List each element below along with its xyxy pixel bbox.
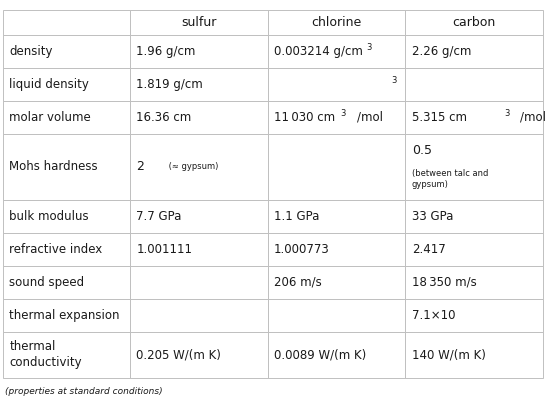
- Bar: [268, 134, 406, 200]
- Bar: [130, 233, 268, 266]
- Bar: [268, 266, 406, 299]
- Text: 5.315 cm: 5.315 cm: [412, 111, 467, 124]
- Text: 2: 2: [136, 160, 144, 173]
- Bar: [130, 200, 268, 233]
- Bar: [268, 299, 406, 332]
- Bar: [406, 101, 543, 134]
- Bar: [406, 332, 543, 378]
- Text: liquid density: liquid density: [9, 78, 89, 91]
- Bar: [406, 299, 543, 332]
- Text: 11 030 cm: 11 030 cm: [274, 111, 335, 124]
- Text: (between talc and
gypsum): (between talc and gypsum): [412, 169, 488, 189]
- Bar: [406, 35, 543, 68]
- Text: 18 350 m/s: 18 350 m/s: [412, 276, 477, 288]
- Text: 1.819 g/cm: 1.819 g/cm: [136, 78, 203, 91]
- Text: 1.1 GPa: 1.1 GPa: [274, 210, 319, 223]
- Bar: [130, 35, 268, 68]
- Text: 33 GPa: 33 GPa: [412, 210, 453, 223]
- Bar: [130, 10, 268, 35]
- Bar: [130, 134, 268, 200]
- Text: refractive index: refractive index: [9, 243, 103, 256]
- Bar: [3, 134, 130, 200]
- Text: thermal
conductivity: thermal conductivity: [9, 340, 82, 369]
- Text: 3: 3: [504, 109, 509, 118]
- Text: 0.0089 W/(m K): 0.0089 W/(m K): [274, 348, 366, 361]
- Text: (properties at standard conditions): (properties at standard conditions): [5, 387, 163, 396]
- Bar: [3, 266, 130, 299]
- Text: 0.003214 g/cm: 0.003214 g/cm: [274, 45, 363, 58]
- Bar: [268, 10, 406, 35]
- Text: 1.000773: 1.000773: [274, 243, 330, 256]
- Bar: [130, 332, 268, 378]
- Text: 0.205 W/(m K): 0.205 W/(m K): [136, 348, 221, 361]
- Text: 2.417: 2.417: [412, 243, 446, 256]
- Bar: [130, 101, 268, 134]
- Text: 7.7 GPa: 7.7 GPa: [136, 210, 182, 223]
- Bar: [406, 233, 543, 266]
- Text: 3: 3: [391, 76, 397, 85]
- Text: 7.1×10: 7.1×10: [412, 309, 455, 322]
- Text: carbon: carbon: [453, 16, 496, 29]
- Text: sound speed: sound speed: [9, 276, 85, 288]
- Bar: [130, 266, 268, 299]
- Text: 3: 3: [341, 109, 346, 118]
- Bar: [406, 200, 543, 233]
- Bar: [268, 68, 406, 101]
- Text: sulfur: sulfur: [181, 16, 216, 29]
- Bar: [268, 101, 406, 134]
- Text: bulk modulus: bulk modulus: [9, 210, 89, 223]
- Text: /mol: /mol: [357, 111, 383, 124]
- Text: 3: 3: [366, 43, 371, 52]
- Text: molar volume: molar volume: [9, 111, 91, 124]
- Bar: [268, 332, 406, 378]
- Text: (≈ gypsum): (≈ gypsum): [166, 162, 218, 171]
- Text: chlorine: chlorine: [311, 16, 361, 29]
- Bar: [3, 332, 130, 378]
- Bar: [3, 68, 130, 101]
- Bar: [406, 10, 543, 35]
- Text: 206 m/s: 206 m/s: [274, 276, 322, 288]
- Text: 1.001111: 1.001111: [136, 243, 192, 256]
- Bar: [3, 200, 130, 233]
- Bar: [130, 299, 268, 332]
- Text: 16.36 cm: 16.36 cm: [136, 111, 192, 124]
- Bar: [406, 134, 543, 200]
- Bar: [268, 35, 406, 68]
- Bar: [130, 68, 268, 101]
- Bar: [3, 35, 130, 68]
- Text: 140 W/(m K): 140 W/(m K): [412, 348, 486, 361]
- Bar: [3, 10, 130, 35]
- Text: 1.96 g/cm: 1.96 g/cm: [136, 45, 195, 58]
- Text: thermal expansion: thermal expansion: [9, 309, 120, 322]
- Bar: [3, 101, 130, 134]
- Text: Mohs hardness: Mohs hardness: [9, 160, 98, 173]
- Text: 2.26 g/cm: 2.26 g/cm: [412, 45, 471, 58]
- Text: density: density: [9, 45, 53, 58]
- Bar: [3, 233, 130, 266]
- Bar: [268, 233, 406, 266]
- Bar: [406, 266, 543, 299]
- Bar: [268, 200, 406, 233]
- Bar: [406, 68, 543, 101]
- Text: /mol: /mol: [520, 111, 546, 124]
- Bar: [3, 299, 130, 332]
- Text: 0.5: 0.5: [412, 144, 432, 157]
